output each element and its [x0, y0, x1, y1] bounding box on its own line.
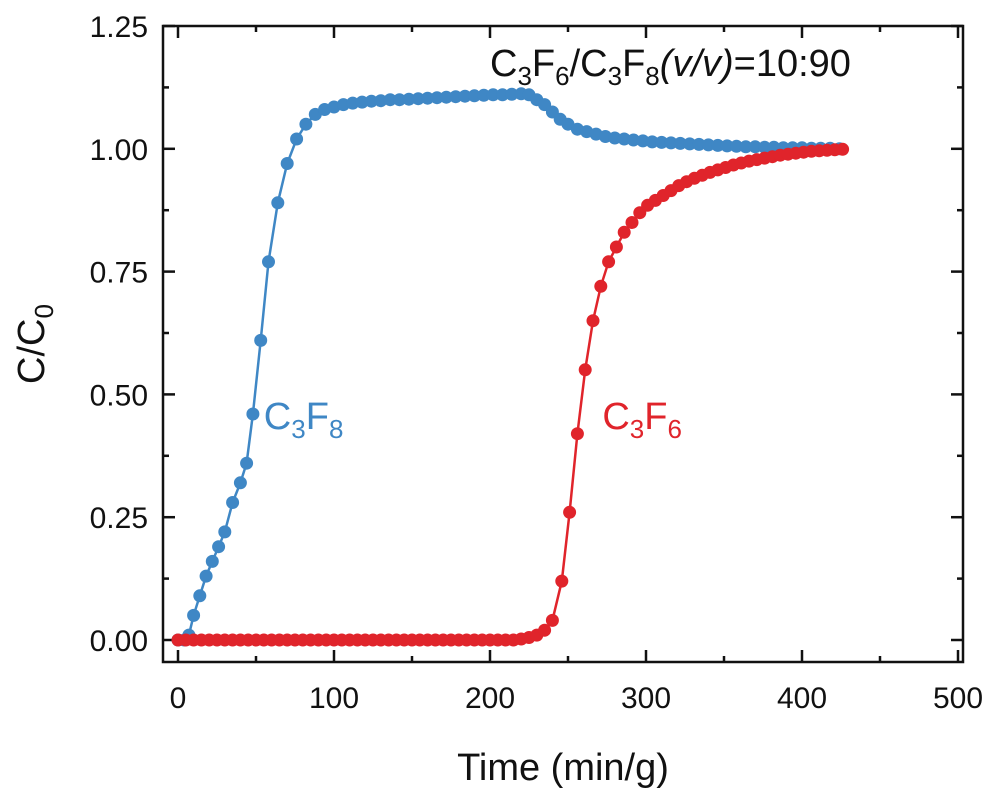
series-label-c3f8: C3F8 — [264, 396, 344, 444]
data-point — [439, 90, 453, 104]
data-point — [411, 92, 425, 106]
data-point — [280, 157, 294, 170]
data-point — [617, 225, 631, 239]
data-point — [218, 525, 232, 539]
data-point — [505, 87, 519, 101]
data-point — [555, 574, 569, 588]
data-point — [602, 255, 616, 269]
data-point — [578, 363, 592, 377]
data-point — [290, 132, 304, 146]
data-point — [586, 314, 600, 328]
data-point — [711, 138, 725, 152]
y-tick-labels: 0.00 0.25 0.50 0.75 1.00 1.25 — [90, 11, 148, 658]
data-point — [758, 140, 772, 154]
x-tick-label: 400 — [777, 682, 827, 715]
series-line — [178, 148, 843, 642]
data-point — [430, 91, 444, 105]
y-tick-label: 0.75 — [90, 257, 148, 290]
data-point — [364, 94, 378, 108]
series-line — [178, 92, 840, 642]
data-point — [187, 608, 201, 622]
data-point — [683, 137, 697, 151]
data-point — [739, 140, 753, 154]
plot-frame — [161, 24, 965, 664]
x-tick-label: 0 — [170, 682, 187, 715]
data-point — [538, 623, 552, 637]
data-point — [594, 279, 608, 293]
axis-ticks — [163, 24, 963, 662]
data-point — [645, 135, 659, 149]
data-point — [692, 137, 706, 151]
y-tick-label: 1.00 — [90, 134, 148, 167]
data-point — [393, 93, 406, 107]
data-point — [570, 427, 584, 441]
y-tick-label: 0.50 — [90, 379, 148, 412]
data-point — [458, 89, 472, 103]
data-point — [477, 88, 491, 102]
data-point — [346, 96, 360, 110]
data-point — [563, 505, 577, 519]
data-point — [402, 92, 416, 106]
data-point — [625, 216, 639, 229]
x-axis-title: Time (min/g) — [457, 747, 669, 789]
x-tick-label: 500 — [933, 682, 983, 715]
x-tick-label: 300 — [621, 682, 671, 715]
data-point — [664, 136, 678, 150]
data-point — [374, 94, 388, 108]
data-point — [233, 476, 247, 490]
data-point — [545, 613, 559, 627]
data-point — [748, 140, 762, 154]
data-point — [836, 142, 850, 156]
data-point — [226, 496, 240, 509]
data-point — [299, 117, 313, 131]
series-1 — [171, 142, 850, 647]
x-tick-labels: 0 100 200 300 400 500 — [170, 682, 983, 715]
data-point — [421, 91, 435, 105]
y-axis-title: C/C0 — [11, 304, 59, 384]
data-point — [701, 138, 715, 152]
data-point — [240, 456, 254, 470]
data-point — [262, 255, 275, 269]
data-point — [246, 407, 260, 421]
data-point — [467, 89, 481, 103]
data-point — [627, 133, 640, 147]
data-point — [730, 139, 743, 153]
series-0 — [171, 87, 846, 647]
data-point — [254, 333, 268, 347]
data-point — [486, 88, 500, 102]
data-point — [205, 554, 219, 568]
series-layer — [171, 87, 850, 647]
y-tick-label: 0.25 — [90, 502, 148, 535]
data-point — [199, 569, 213, 583]
data-point — [496, 88, 509, 102]
y-tick-label: 1.25 — [90, 11, 148, 44]
data-point — [193, 589, 207, 603]
data-point — [383, 93, 397, 107]
data-point — [673, 136, 687, 150]
y-tick-label: 0.00 — [90, 625, 148, 658]
data-point — [608, 131, 622, 145]
data-point — [655, 135, 669, 149]
data-point — [720, 139, 734, 153]
x-tick-label: 100 — [309, 682, 359, 715]
composition-annotation: C3F6/C3F8(v/v)=10:90 — [490, 43, 851, 91]
series-label-c3f6: C3F6 — [602, 396, 682, 444]
x-tick-label: 200 — [465, 682, 515, 715]
data-point — [212, 540, 226, 554]
data-point — [609, 240, 623, 254]
data-point — [449, 90, 463, 104]
data-point — [271, 196, 285, 210]
